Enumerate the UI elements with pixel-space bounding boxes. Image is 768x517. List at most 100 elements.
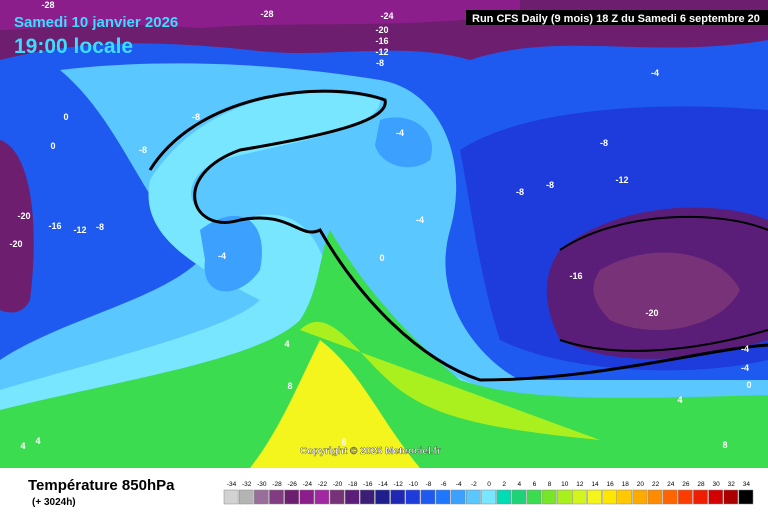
scale-cell [572, 489, 587, 505]
contour-label: 0 [63, 112, 68, 122]
scale-cell [708, 489, 723, 505]
contour-label: -20 [375, 25, 388, 35]
scale-label: -10 [409, 481, 419, 488]
color-scale: -34 -32 -30 -28 -26 -24 -22 -20 -18 -16 -14 -12 -10-… [223, 481, 754, 505]
footer-subtitle: (+ 3024h) [32, 497, 76, 508]
contour-label: -8 [546, 180, 554, 190]
scale-cell [223, 489, 239, 505]
contour-label: -8 [516, 187, 524, 197]
scale-label: -22 [318, 481, 328, 488]
contour-label: -8 [600, 138, 608, 148]
contour-label: -20 [645, 308, 658, 318]
contour-label: 4 [20, 441, 25, 451]
scale-cell [587, 489, 602, 505]
copyright: Copyright © 2025 Meteociel.fr [300, 446, 441, 457]
scale-label: 2 [502, 481, 506, 488]
scale-label: 28 [697, 481, 705, 488]
scale-label: 0 [487, 481, 491, 488]
contour-label: -16 [48, 221, 61, 231]
run-box [466, 10, 768, 25]
scale-cell [254, 489, 269, 505]
scale-label: -8 [426, 481, 432, 488]
scale-cell [405, 489, 421, 505]
contour-label: -16 [569, 271, 582, 281]
scale-label: 14 [591, 481, 599, 488]
contour-label: 0 [746, 380, 751, 390]
contour-label: -4 [218, 251, 226, 261]
run-info: Run CFS Daily (9 mois) 18 Z du Samedi 6 … [472, 13, 760, 25]
scale-cell [284, 489, 299, 505]
scale-label: 32 [728, 481, 736, 488]
scale-cell [466, 489, 481, 505]
scale-cell [481, 489, 496, 505]
contour-label: -12 [73, 225, 86, 235]
scale-label: 30 [713, 481, 721, 488]
scale-cell [662, 489, 678, 505]
contour-label: -4 [651, 68, 659, 78]
contour-label: 4 [35, 436, 40, 446]
contour-label: 0 [379, 253, 384, 263]
scale-cell [329, 489, 345, 505]
scale-label: -6 [441, 481, 447, 488]
contour-label: -12 [615, 175, 628, 185]
scale-label: 8 [548, 481, 552, 488]
scale-label: 26 [682, 481, 690, 488]
contour-label: -12 [375, 47, 388, 57]
scale-label: 34 [743, 481, 751, 488]
scale-cell [299, 489, 315, 505]
scale-cell [450, 489, 466, 505]
map: -28-28 -24-20-16-12-8-4-800 -8-4-8-12-8-8-… [0, 0, 768, 468]
scale-label: -30 [257, 481, 267, 488]
scale-label: -34 [227, 481, 237, 488]
scale-label: -24 [303, 481, 313, 488]
scale-label: 24 [667, 481, 675, 488]
scale-cell [617, 489, 633, 505]
scale-cell [602, 489, 617, 505]
contour-label: 8 [722, 440, 727, 450]
scale-cell [496, 489, 511, 505]
contour-label: -8 [376, 58, 384, 68]
footer-title: Température 850hPa [28, 477, 175, 494]
contour-label: 4 [677, 395, 682, 405]
scale-cell [693, 489, 708, 505]
scale-cell [344, 489, 360, 505]
scale-label: -32 [242, 481, 252, 488]
contour-label: -20 [17, 211, 30, 221]
contour-label: -4 [416, 215, 424, 225]
scale-cell [375, 489, 390, 505]
scale-cell [390, 489, 405, 505]
scale-label: 22 [652, 481, 660, 488]
contour-label: -8 [96, 222, 104, 232]
scale-label: 20 [637, 481, 645, 488]
scale-label: -2 [471, 481, 477, 488]
contour-label: -28 [260, 9, 273, 19]
scale-cell [269, 489, 284, 505]
contour-label: -4 [741, 363, 749, 373]
contour-label: -20 [9, 239, 22, 249]
scale-label: 6 [533, 481, 537, 488]
scale-cell [723, 489, 739, 505]
contour-label: -24 [380, 11, 393, 21]
contour-label: 8 [341, 437, 346, 447]
contour-label: -8 [139, 145, 147, 155]
date: Samedi 10 janvier 2026 [14, 14, 178, 31]
contour-label: -28 [41, 0, 54, 10]
scale-cell [738, 489, 754, 505]
scale-cell [511, 489, 527, 505]
scale-cell [314, 489, 330, 505]
contour-label: -4 [396, 128, 404, 138]
scale-label: 18 [622, 481, 630, 488]
contour-label: -4 [741, 344, 749, 354]
scale-cell [238, 489, 254, 505]
contour-label: -16 [375, 36, 388, 46]
scale-label: -20 [333, 481, 343, 488]
scale-label: 4 [517, 481, 521, 488]
contour-label: -8 [192, 112, 200, 122]
scale-label: -18 [348, 481, 358, 488]
scale-cell [556, 489, 572, 505]
scale-label: 16 [607, 481, 615, 488]
scale-cell [360, 489, 375, 505]
contour-label: 8 [287, 381, 292, 391]
scale-cell [647, 489, 663, 505]
scale-cell [420, 489, 436, 505]
